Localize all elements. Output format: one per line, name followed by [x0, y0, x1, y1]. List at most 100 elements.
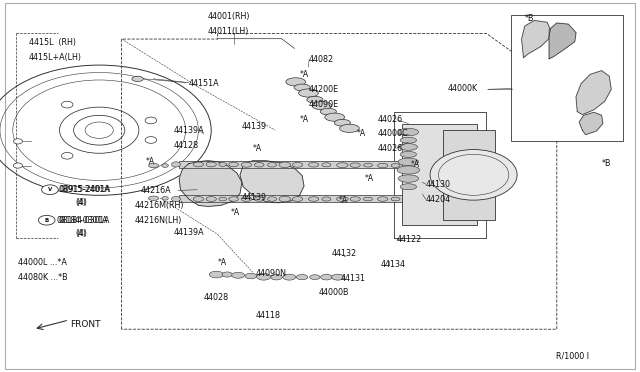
Ellipse shape [286, 78, 305, 86]
Text: 44090E: 44090E [309, 100, 339, 109]
Circle shape [42, 185, 58, 195]
Ellipse shape [321, 275, 332, 280]
Ellipse shape [308, 163, 319, 167]
Text: 44139: 44139 [242, 122, 267, 131]
Bar [511, 15, 623, 141]
Text: (4): (4) [76, 229, 87, 238]
Text: 08184-0301A: 08184-0301A [59, 216, 110, 225]
Ellipse shape [378, 197, 388, 201]
Text: 44028: 44028 [204, 293, 228, 302]
Ellipse shape [268, 163, 276, 167]
Ellipse shape [209, 271, 223, 278]
Circle shape [430, 150, 517, 200]
Text: V: V [48, 187, 52, 192]
Text: 44000B: 44000B [319, 288, 349, 296]
Ellipse shape [206, 162, 216, 167]
Text: 44139A: 44139A [174, 228, 205, 237]
Ellipse shape [279, 162, 291, 167]
Bar [179, 195, 403, 202]
Text: 08915-2401A: 08915-2401A [60, 185, 111, 194]
Ellipse shape [271, 275, 282, 280]
Text: 44204: 44204 [426, 195, 451, 203]
Text: 44000L ...*A: 44000L ...*A [18, 258, 67, 267]
Ellipse shape [241, 196, 252, 202]
Polygon shape [576, 71, 611, 115]
Circle shape [38, 215, 55, 225]
Text: 44026: 44026 [378, 115, 403, 124]
Ellipse shape [320, 108, 337, 115]
Bar [402, 124, 477, 225]
Ellipse shape [279, 196, 291, 202]
Text: 44216M(RH): 44216M(RH) [134, 201, 184, 210]
Text: 44011(LH): 44011(LH) [208, 27, 250, 36]
Ellipse shape [206, 196, 216, 202]
Text: 4415L  (RH): 4415L (RH) [29, 38, 76, 47]
Text: 44151A: 44151A [189, 79, 220, 88]
Ellipse shape [232, 272, 244, 278]
Text: 44118: 44118 [256, 311, 281, 320]
Ellipse shape [229, 162, 239, 167]
Text: 44090N: 44090N [256, 269, 287, 278]
Ellipse shape [292, 196, 303, 202]
Ellipse shape [350, 163, 360, 167]
Text: 44200E: 44200E [309, 85, 339, 94]
Text: R/1000 I: R/1000 I [556, 352, 589, 361]
Text: *A: *A [218, 258, 227, 267]
FancyBboxPatch shape [5, 3, 635, 369]
Text: (4): (4) [76, 229, 86, 238]
Text: 08915-2401A: 08915-2401A [59, 185, 110, 194]
Ellipse shape [229, 197, 239, 201]
Ellipse shape [222, 272, 232, 277]
Text: *A: *A [365, 174, 374, 183]
Ellipse shape [257, 273, 271, 280]
Ellipse shape [340, 124, 359, 132]
Text: B: B [45, 218, 49, 223]
Ellipse shape [398, 128, 419, 136]
Text: *A: *A [146, 157, 155, 166]
Ellipse shape [292, 162, 303, 167]
Ellipse shape [193, 196, 204, 202]
Ellipse shape [241, 162, 252, 167]
Text: 44131: 44131 [340, 274, 365, 283]
Ellipse shape [148, 163, 159, 168]
Ellipse shape [245, 273, 257, 279]
Text: 44134: 44134 [381, 260, 406, 269]
Text: 44026: 44026 [378, 144, 403, 153]
Polygon shape [579, 112, 603, 135]
Ellipse shape [308, 197, 319, 201]
Ellipse shape [350, 197, 360, 201]
Ellipse shape [172, 196, 180, 202]
Ellipse shape [219, 197, 227, 201]
Polygon shape [522, 20, 550, 58]
Text: *A: *A [411, 160, 420, 169]
Ellipse shape [364, 163, 372, 167]
Ellipse shape [255, 197, 264, 201]
Ellipse shape [398, 175, 419, 182]
Polygon shape [240, 161, 304, 203]
Ellipse shape [337, 196, 348, 202]
Ellipse shape [162, 196, 168, 200]
Ellipse shape [148, 196, 159, 201]
Text: *B: *B [602, 159, 611, 168]
Ellipse shape [337, 163, 348, 167]
Ellipse shape [397, 166, 420, 174]
Text: *A: *A [230, 208, 239, 217]
Text: FRONT: FRONT [70, 320, 101, 329]
Ellipse shape [162, 164, 168, 167]
Text: *A: *A [300, 115, 308, 124]
Ellipse shape [391, 164, 400, 167]
Ellipse shape [334, 119, 351, 126]
Text: *A: *A [253, 144, 262, 153]
Text: 44000C: 44000C [378, 129, 408, 138]
Text: (4): (4) [76, 198, 86, 207]
Ellipse shape [322, 197, 331, 201]
Text: 44216N(LH): 44216N(LH) [134, 216, 182, 225]
Circle shape [13, 139, 22, 144]
Ellipse shape [400, 137, 417, 143]
Polygon shape [549, 23, 576, 59]
Ellipse shape [294, 84, 310, 91]
Text: 44122: 44122 [397, 235, 422, 244]
Text: 44000K: 44000K [448, 84, 478, 93]
Ellipse shape [307, 96, 323, 103]
Text: 08184-0301A: 08184-0301A [56, 216, 108, 225]
